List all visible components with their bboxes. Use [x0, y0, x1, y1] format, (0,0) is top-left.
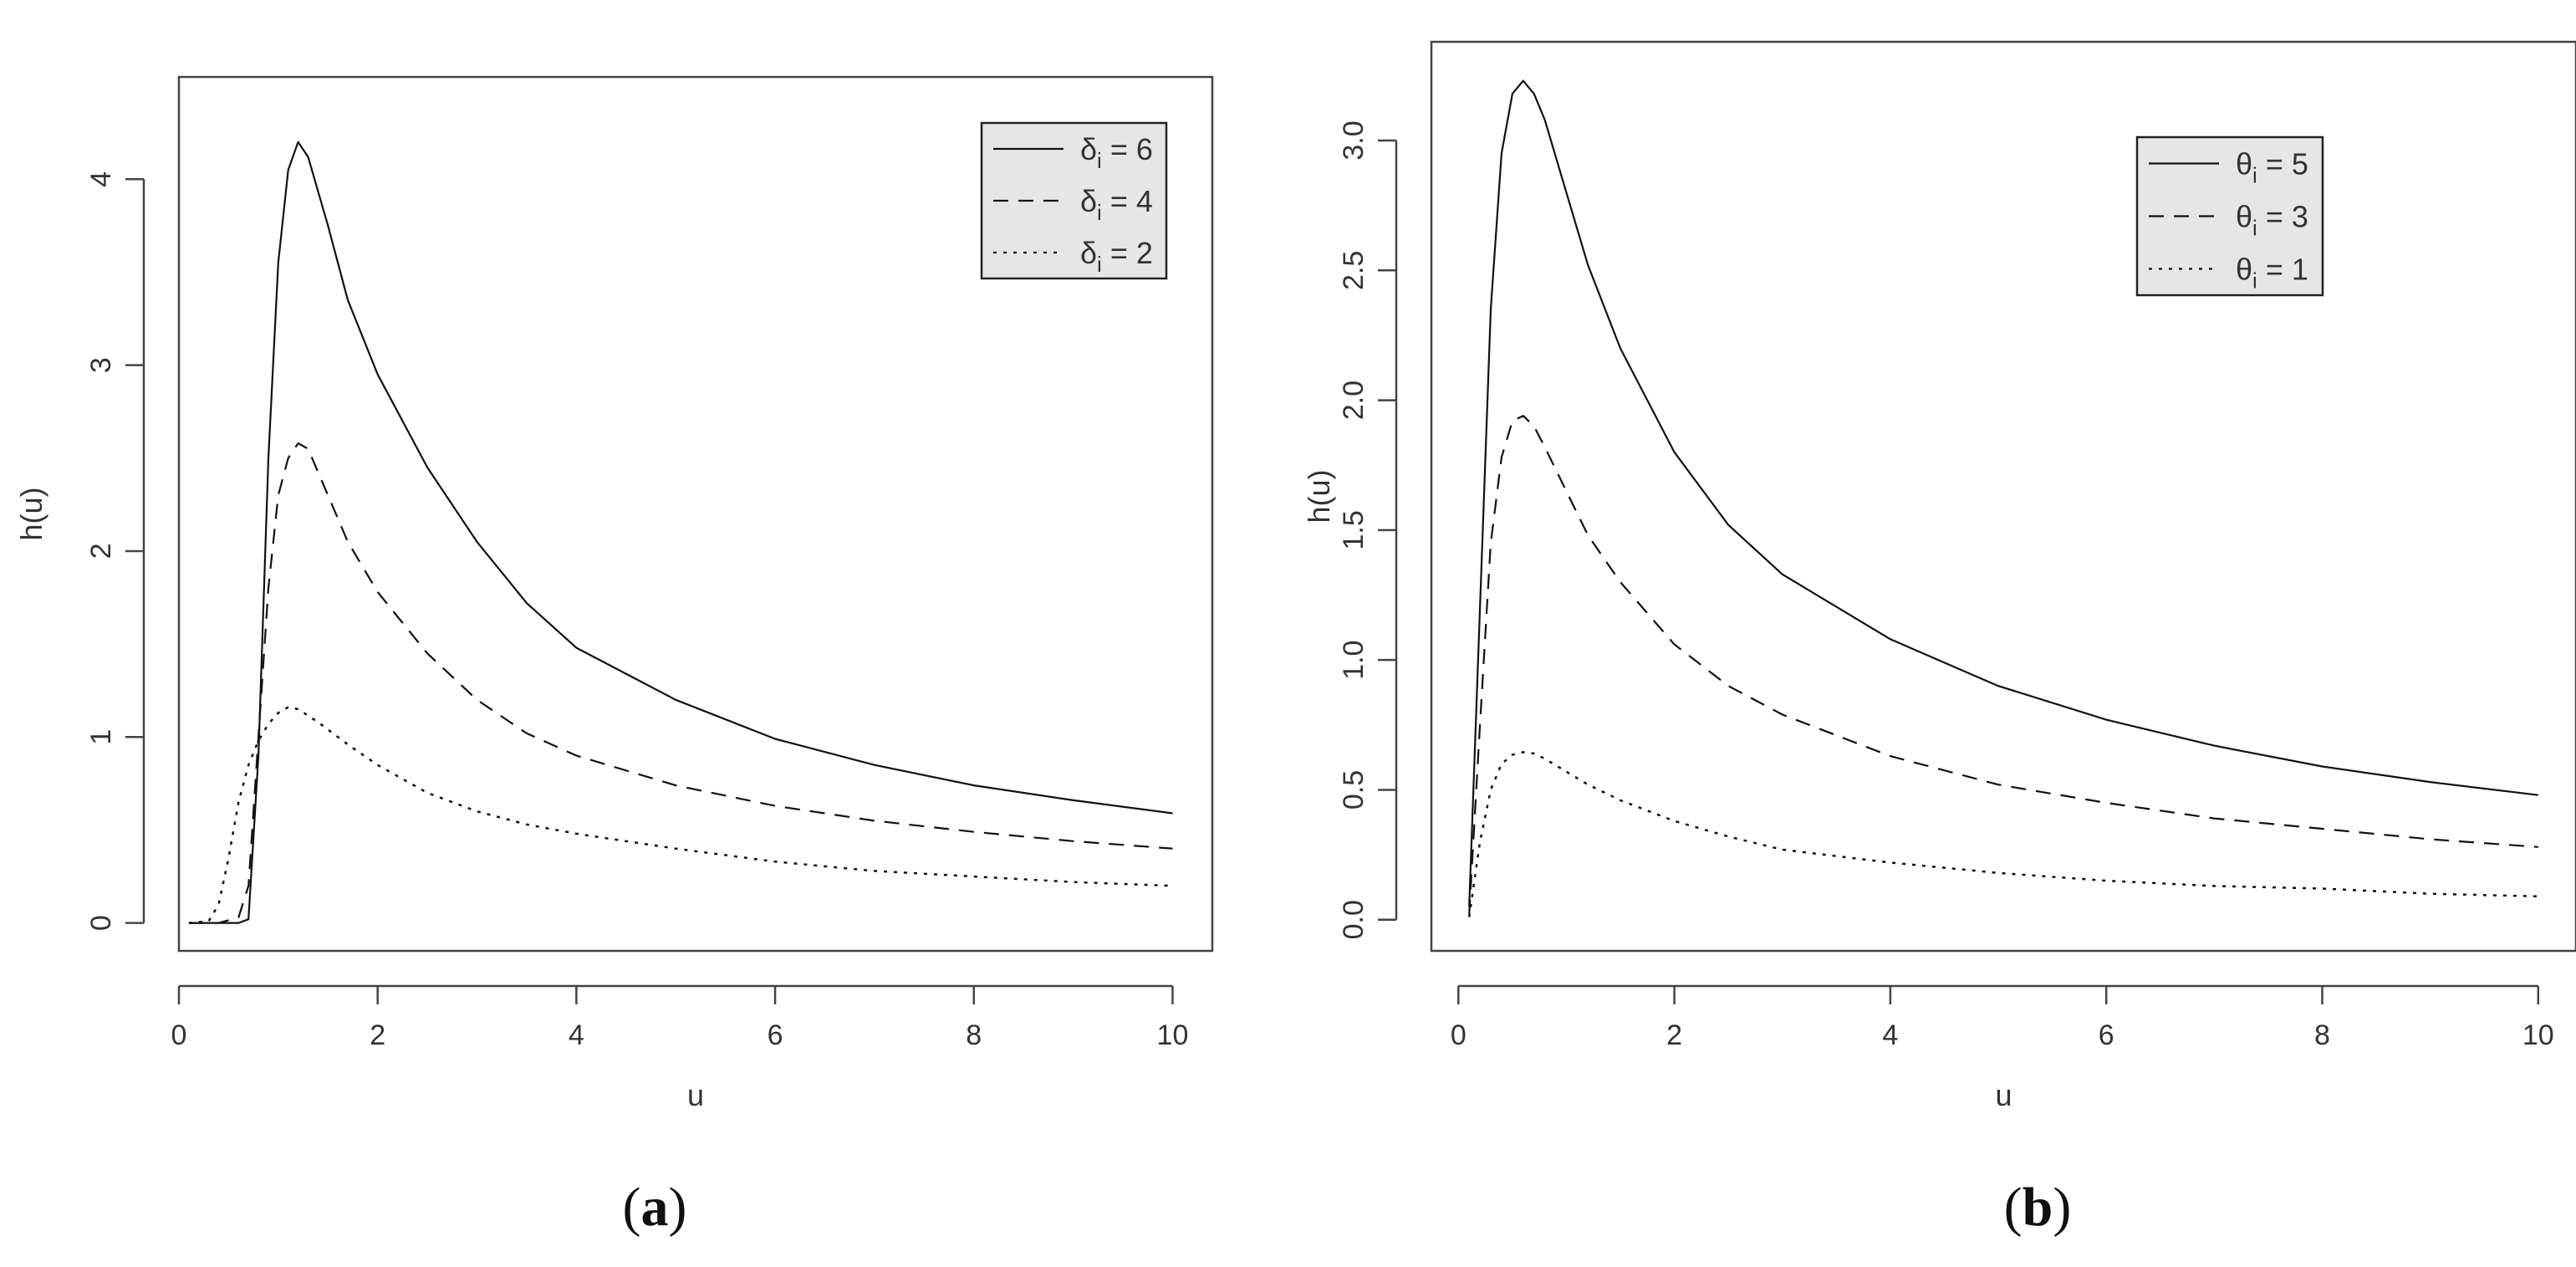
x-tick-label: 4	[1882, 1019, 1898, 1051]
y-tick-label: 2.0	[1338, 381, 1370, 420]
legend-entry-label: δi = 4	[1080, 184, 1153, 225]
y-tick-label: 3	[85, 357, 117, 373]
legend-entry-label: θi = 5	[2236, 147, 2308, 188]
panel-label: (b)	[2004, 1177, 2072, 1238]
x-tick-label: 0	[171, 1019, 187, 1051]
x-tick-label: 10	[1157, 1019, 1189, 1051]
chart-panel-b: 0 2 4 6 8 100.00.51.01.52.02.53.0uh(u)θi = 5θ…	[1302, 40, 2576, 1238]
series-line-solid	[188, 140, 1173, 924]
x-axis-title: u	[1995, 1078, 2012, 1112]
y-tick-label: 1	[85, 729, 117, 745]
x-tick-label: 8	[966, 1019, 982, 1051]
x-axis-title: u	[687, 1078, 704, 1112]
legend-entry-label: θi = 1	[2236, 253, 2308, 294]
series-line-dashed	[188, 442, 1173, 924]
y-tick-label: 2.5	[1338, 251, 1370, 290]
legend-entry-label: δi = 2	[1080, 236, 1153, 277]
y-tick-label: 2	[85, 544, 117, 559]
y-tick-label: 1.5	[1338, 510, 1370, 549]
series-line-dotted	[1467, 751, 2538, 917]
x-tick-label: 10	[2522, 1019, 2554, 1051]
x-tick-label: 6	[768, 1019, 783, 1051]
panel-label: (a)	[623, 1177, 687, 1238]
legend-entry-label: δi = 6	[1080, 132, 1153, 173]
y-tick-label: 0.0	[1338, 900, 1370, 939]
plot-frame	[1430, 40, 2576, 953]
x-tick-label: 6	[2099, 1019, 2114, 1051]
series-line-dotted	[188, 706, 1173, 924]
y-tick-label: 4	[85, 171, 117, 187]
legend: θi = 5 θi = 3 θi = 1	[2135, 135, 2324, 297]
x-tick-label: 0	[1451, 1019, 1467, 1051]
y-tick-label: 0.5	[1338, 770, 1370, 810]
x-tick-label: 2	[370, 1019, 385, 1051]
y-tick-label: 1.0	[1338, 641, 1370, 680]
y-tick-label: 0	[85, 915, 117, 931]
y-axis-title: h(u)	[14, 487, 48, 540]
y-axis-title: h(u)	[1302, 469, 1336, 523]
x-tick-label: 4	[569, 1019, 584, 1051]
chart-panel-a: 0 2 4 6 8 10 0 1 2 3 4 u h(u) δi = 6 δi = 4 δi = 2 (a)	[14, 75, 1214, 1238]
series-line-solid	[1468, 79, 2538, 907]
legend: δi = 6 δi = 4 δi = 2	[980, 121, 1168, 280]
series-line-dashed	[1468, 415, 2538, 915]
plot-frame	[177, 75, 1214, 953]
legend-entry-label: θi = 3	[2236, 200, 2308, 241]
x-tick-label: 2	[1666, 1019, 1682, 1051]
y-tick-label: 3.0	[1338, 120, 1370, 160]
x-tick-label: 8	[2314, 1019, 2330, 1051]
